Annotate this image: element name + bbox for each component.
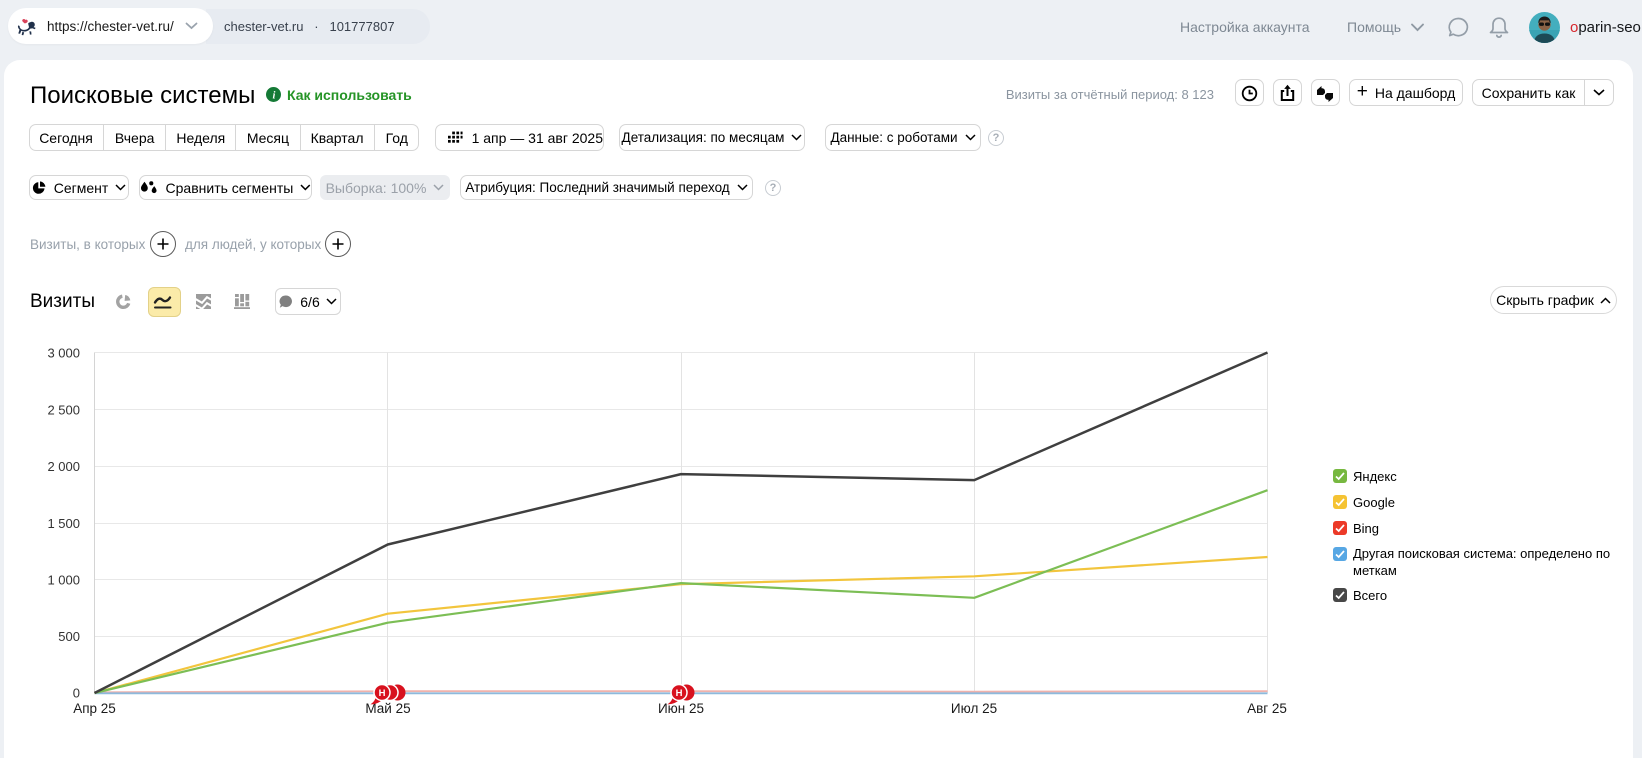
svg-text:i: i bbox=[273, 90, 276, 101]
